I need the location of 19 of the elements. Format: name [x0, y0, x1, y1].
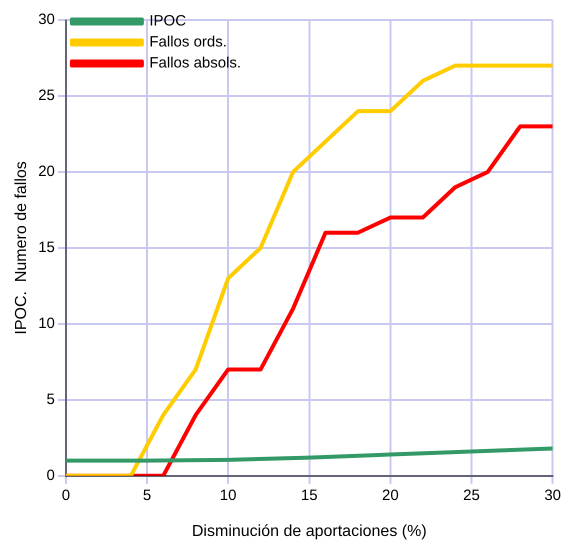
- y-tick-label: 15: [38, 239, 55, 256]
- y-tick-label: 25: [38, 87, 55, 104]
- legend-label: Fallos ords.: [149, 34, 227, 51]
- x-tick-label: 0: [62, 486, 70, 504]
- y-tick-label: 30: [38, 11, 55, 28]
- legend-label: Fallos absols.: [149, 54, 242, 72]
- x-tick-label: 20: [382, 486, 399, 504]
- legend-label: IPOC: [149, 12, 186, 30]
- x-tick-label: 30: [544, 486, 561, 504]
- x-tick-label: 25: [463, 486, 480, 504]
- x-tick-label: 15: [300, 486, 318, 504]
- x-tick-label: 10: [220, 486, 236, 504]
- y-tick-label: 0: [46, 466, 55, 484]
- y-tick-label: 20: [38, 163, 55, 180]
- x-tick-label: 5: [142, 486, 152, 504]
- y-axis-title: IPOC. Numero de fallos: [13, 161, 30, 335]
- y-tick-label: 5: [46, 390, 55, 408]
- x-axis-title: Disminución de aportaciones (%): [192, 522, 427, 540]
- y-tick-label: 10: [38, 315, 55, 332]
